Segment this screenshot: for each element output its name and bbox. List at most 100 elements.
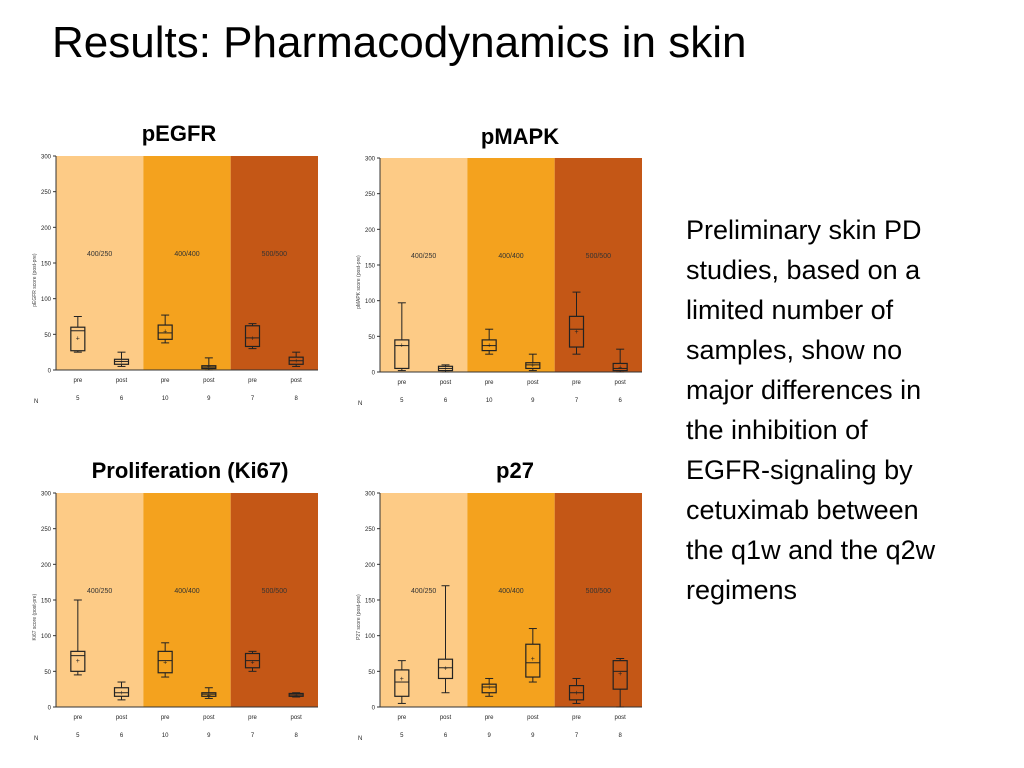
mean-marker: +	[487, 685, 491, 692]
n-value: 5	[76, 396, 80, 402]
dose-group-label: 500/500	[586, 588, 611, 595]
category-label: post	[440, 715, 452, 721]
box	[568, 315, 585, 348]
mean-marker: +	[119, 690, 123, 697]
box	[525, 362, 541, 370]
category-label: pre	[572, 380, 581, 386]
mean-marker: +	[443, 665, 447, 672]
y-tick-label: 300	[41, 155, 52, 161]
y-tick-label: 200	[41, 226, 52, 232]
dose-band	[56, 493, 144, 707]
y-tick-label: 200	[41, 563, 52, 569]
n-label: N	[358, 401, 362, 407]
summary-line: the inhibition of	[686, 415, 868, 445]
mean-marker: +	[250, 335, 254, 342]
mean-marker: +	[76, 335, 80, 342]
box	[70, 326, 86, 352]
category-label: pre	[485, 715, 494, 721]
n-value: 7	[575, 733, 579, 739]
y-tick-label: 250	[41, 527, 52, 533]
n-value: 9	[207, 733, 211, 739]
category-label: post	[203, 715, 215, 721]
summary-line: cetuximab between	[686, 495, 919, 525]
y-tick-label: 100	[365, 634, 376, 640]
panel-title-p27: p27	[496, 458, 534, 483]
category-label: post	[527, 380, 539, 386]
mean-marker: +	[294, 692, 298, 699]
n-value: 10	[486, 398, 493, 404]
y-tick-label: 150	[365, 599, 376, 605]
category-label: post	[440, 380, 452, 386]
n-value: 5	[400, 398, 404, 404]
dose-group-label: 400/250	[87, 588, 112, 595]
mean-marker: +	[487, 342, 491, 349]
dose-band	[143, 493, 231, 707]
panel-title-pegfr: pEGFR	[141, 121, 217, 146]
category-label: pre	[248, 715, 257, 721]
category-label: pre	[73, 715, 82, 721]
summary-line: regimens	[686, 575, 798, 605]
dose-group-label: 400/250	[411, 253, 436, 260]
dose-group-label: 500/500	[262, 251, 287, 258]
category-label: pre	[397, 380, 406, 386]
y-tick-label: 100	[41, 634, 52, 640]
dose-band	[230, 156, 318, 370]
category-label: pre	[248, 378, 257, 384]
n-value: 9	[487, 733, 491, 739]
y-tick-label: 0	[372, 706, 376, 712]
box	[481, 683, 497, 694]
mean-marker: +	[531, 362, 535, 369]
n-value: 6	[120, 396, 124, 402]
y-tick-label: 300	[41, 492, 52, 498]
n-value: 7	[251, 396, 255, 402]
category-label: post	[116, 378, 128, 384]
n-value: 7	[575, 398, 579, 404]
summary-line: limited number of	[686, 295, 894, 325]
box	[437, 658, 454, 680]
box	[525, 643, 541, 678]
n-value: 6	[444, 398, 448, 404]
y-tick-label: 100	[365, 299, 376, 305]
y-axis-label: pEGFR score (post-pre)	[32, 253, 38, 307]
y-tick-label: 250	[41, 190, 52, 196]
chart-p27: 400/250 400/400 500/500 0 50 100 150 200 250 300 P…	[356, 492, 642, 742]
y-tick-label: 0	[48, 706, 52, 712]
y-tick-label: 50	[44, 333, 51, 339]
n-value: 10	[162, 396, 169, 402]
dose-group-label: 400/400	[174, 588, 199, 595]
n-value: 9	[207, 396, 211, 402]
mean-marker: +	[163, 660, 167, 667]
n-label: N	[358, 736, 362, 742]
n-value: 9	[531, 398, 535, 404]
y-axis-label: Ki67 score (post-pre)	[32, 593, 38, 640]
dose-group-label: 500/500	[586, 253, 611, 260]
category-label: post	[614, 715, 626, 721]
n-value: 6	[120, 733, 124, 739]
n-label: N	[34, 399, 38, 405]
category-label: pre	[572, 715, 581, 721]
n-value: 10	[162, 733, 169, 739]
y-tick-label: 250	[365, 527, 376, 533]
mean-marker: +	[618, 671, 622, 678]
y-axis-label: pMAPK score (post-pre)	[356, 255, 362, 309]
mean-marker: +	[119, 359, 123, 366]
y-tick-label: 100	[41, 297, 52, 303]
n-value: 8	[294, 396, 298, 402]
y-tick-label: 150	[41, 599, 52, 605]
y-tick-label: 0	[48, 369, 52, 375]
n-value: 6	[618, 398, 622, 404]
dose-group-label: 400/400	[498, 588, 523, 595]
dose-band	[380, 158, 468, 372]
dose-group-label: 400/250	[87, 251, 112, 258]
n-value: 5	[400, 733, 404, 739]
n-value: 5	[76, 733, 80, 739]
mean-marker: +	[400, 676, 404, 683]
box	[157, 650, 173, 674]
n-value: 9	[531, 733, 535, 739]
y-axis-label: P27 score (post-pre)	[356, 594, 362, 640]
summary-line: major differences in	[686, 375, 922, 405]
chart-pmapk: 400/250 400/400 500/500 0 50 100 150 200 250 300 p…	[356, 157, 642, 407]
summary-text: Preliminary skin PD studies, based on a …	[686, 210, 1016, 610]
n-value: 7	[251, 733, 255, 739]
category-label: post	[290, 715, 302, 721]
